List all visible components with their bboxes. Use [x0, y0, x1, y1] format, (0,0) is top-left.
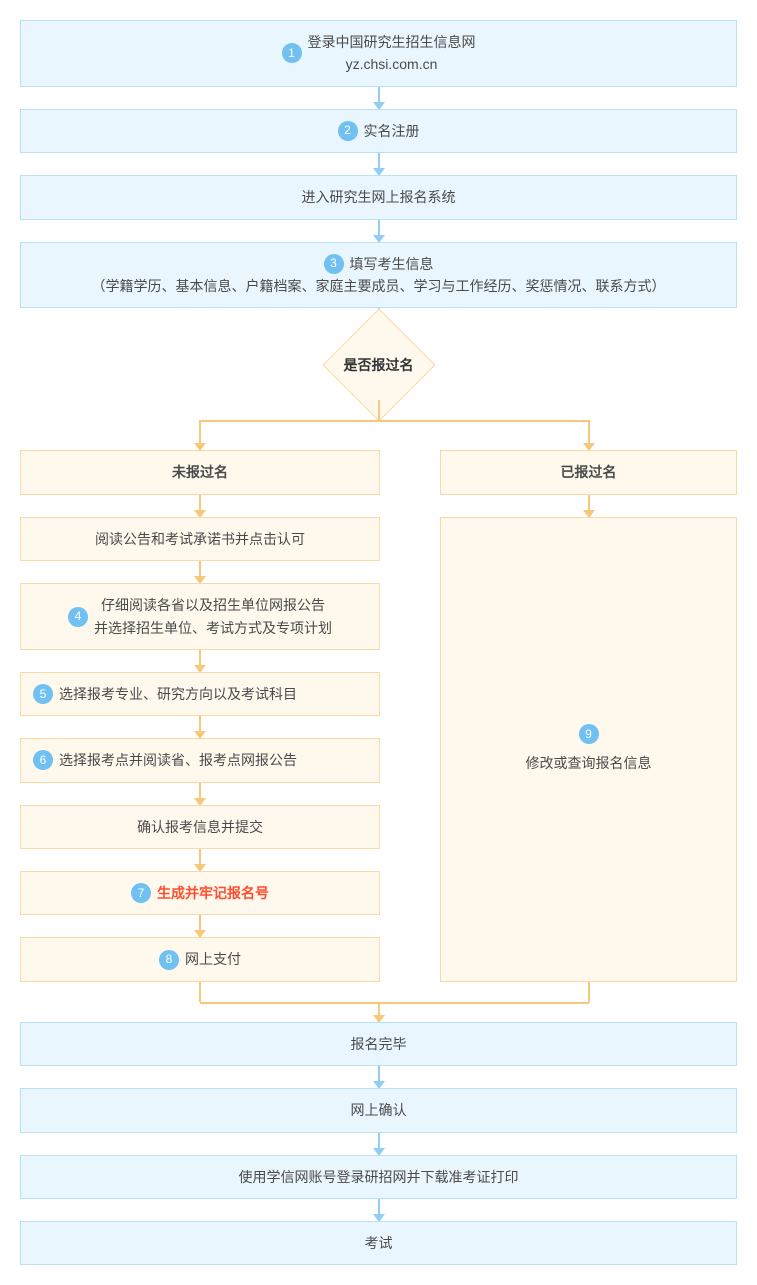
decision-label: 是否报过名: [344, 355, 414, 375]
branch-label: 未报过名: [172, 461, 228, 483]
arrow-down-icon: [378, 1066, 380, 1088]
step-text: 考试: [365, 1232, 393, 1254]
step-register: 2 实名注册: [20, 109, 737, 153]
step-subtitle: （学籍学历、基本信息、户籍档案、家庭主要成员、学习与工作经历、奖惩情况、联系方式…: [92, 275, 666, 297]
step-number: 9: [579, 724, 599, 744]
step-text-highlight: 生成并牢记报名号: [157, 882, 269, 904]
arrow-down-icon: [199, 495, 201, 517]
arrow-down-icon: [199, 650, 201, 672]
branch-head-not-registered: 未报过名: [20, 450, 380, 494]
step-number: 8: [159, 950, 179, 970]
merge-connector: [20, 982, 737, 1022]
step-text: 网上支付: [185, 948, 241, 970]
step-choose-major: 5 选择报考专业、研究方向以及考试科目: [20, 672, 380, 716]
step-download-admission: 使用学信网账号登录研招网并下载准考证打印: [20, 1155, 737, 1199]
step-registration-done: 报名完毕: [20, 1022, 737, 1066]
step-text: 进入研究生网上报名系统: [302, 186, 456, 208]
step-text: 实名注册: [364, 120, 420, 142]
step-read-notice: 阅读公告和考试承诺书并点击认可: [20, 517, 380, 561]
step-fill-info: 3 填写考生信息 （学籍学历、基本信息、户籍档案、家庭主要成员、学习与工作经历、…: [20, 242, 737, 309]
step-generate-number: 7 生成并牢记报名号: [20, 871, 380, 915]
step-text: 选择报考点并阅读省、报考点网报公告: [59, 749, 297, 771]
step-online-confirm: 网上确认: [20, 1088, 737, 1132]
step-pay-online: 8 网上支付: [20, 937, 380, 981]
branch-already-registered: 已报过名 9 修改或查询报名信息: [440, 450, 737, 982]
step-number: 5: [33, 684, 53, 704]
step-read-province-notice: 4 仔细阅读各省以及招生单位网报公告 并选择招生单位、考试方式及专项计划: [20, 583, 380, 650]
step-text: 使用学信网账号登录研招网并下载准考证打印: [239, 1166, 519, 1188]
step-number: 4: [68, 607, 88, 627]
arrow-down-icon: [199, 849, 201, 871]
step-text: 选择报考专业、研究方向以及考试科目: [59, 683, 297, 705]
step-text: 网上确认: [351, 1099, 407, 1121]
step-url: yz.chsi.com.cn: [346, 56, 438, 72]
step-login: 1 登录中国研究生招生信息网 yz.chsi.com.cn: [20, 20, 737, 87]
step-text: 并选择招生单位、考试方式及专项计划: [94, 620, 332, 636]
branch-columns: 未报过名 阅读公告和考试承诺书并点击认可 4 仔细阅读各省以及招生单位网报公告 …: [20, 450, 737, 982]
arrow-down-icon: [588, 495, 590, 517]
step-text: 确认报考信息并提交: [137, 816, 263, 838]
step-number: 1: [282, 43, 302, 63]
step-text: 阅读公告和考试承诺书并点击认可: [95, 528, 305, 550]
branch-head-already-registered: 已报过名: [440, 450, 737, 494]
decision-registered-before: 是否报过名: [319, 330, 439, 400]
step-title: 填写考生信息: [350, 253, 434, 275]
arrow-down-icon: [199, 783, 201, 805]
arrow-down-icon: [378, 153, 380, 175]
step-exam: 考试: [20, 1221, 737, 1265]
arrow-down-icon: [378, 87, 380, 109]
step-text: 修改或查询报名信息: [526, 752, 652, 774]
step-text: 登录中国研究生招生信息网: [308, 34, 476, 50]
split-connector: [20, 400, 737, 450]
step-text: 仔细阅读各省以及招生单位网报公告: [101, 597, 325, 613]
step-text: 报名完毕: [351, 1033, 407, 1055]
step-modify-query: 9 修改或查询报名信息: [440, 517, 737, 982]
step-number: 7: [131, 883, 151, 903]
arrow-down-icon: [199, 561, 201, 583]
step-confirm-submit: 确认报考信息并提交: [20, 805, 380, 849]
registration-flowchart: 1 登录中国研究生招生信息网 yz.chsi.com.cn 2 实名注册 进入研…: [20, 20, 737, 1265]
step-number: 6: [33, 750, 53, 770]
branch-label: 已报过名: [561, 461, 617, 483]
arrow-down-icon: [199, 716, 201, 738]
step-enter-system: 进入研究生网上报名系统: [20, 175, 737, 219]
step-number: 2: [338, 121, 358, 141]
arrow-down-icon: [378, 1133, 380, 1155]
arrow-down-icon: [378, 220, 380, 242]
step-number: 3: [324, 254, 344, 274]
step-choose-site: 6 选择报考点并阅读省、报考点网报公告: [20, 738, 380, 782]
arrow-down-icon: [199, 915, 201, 937]
arrow-down-icon: [378, 1199, 380, 1221]
branch-not-registered: 未报过名 阅读公告和考试承诺书并点击认可 4 仔细阅读各省以及招生单位网报公告 …: [20, 450, 380, 982]
